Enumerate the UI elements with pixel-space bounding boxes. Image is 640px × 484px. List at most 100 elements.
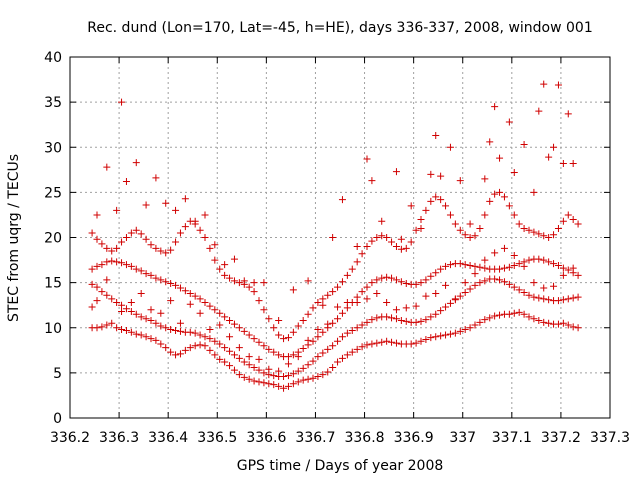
data-point [127, 229, 135, 237]
data-point [250, 363, 258, 371]
data-point [500, 244, 508, 252]
data-point [446, 143, 454, 151]
data-point [407, 238, 415, 246]
y-tick-label: 35 [44, 95, 62, 111]
data-point [505, 118, 513, 126]
data-point [221, 261, 229, 269]
data-point [235, 279, 243, 287]
data-point [481, 256, 489, 264]
data-point [309, 337, 317, 345]
data-point [491, 275, 499, 283]
data-point [388, 314, 396, 322]
data-point [221, 313, 229, 321]
data-point [108, 257, 116, 265]
data-point [535, 107, 543, 115]
data-point [427, 334, 435, 342]
data-point [476, 224, 484, 232]
data-point [515, 308, 523, 316]
data-point [559, 217, 567, 225]
data-point [412, 339, 420, 347]
data-point [191, 342, 199, 350]
y-tick-label: 40 [44, 50, 62, 66]
data-point [270, 381, 278, 389]
data-point [559, 159, 567, 167]
data-point [147, 306, 155, 314]
data-point [147, 271, 155, 279]
data-point [314, 298, 322, 306]
data-point [88, 265, 96, 273]
x-tick-label: 337 [449, 430, 476, 446]
x-tick-label: 336.5 [197, 430, 237, 446]
data-point [353, 258, 361, 266]
data-point [491, 312, 499, 320]
data-point [471, 262, 479, 270]
data-point [456, 292, 464, 300]
data-point [88, 280, 96, 288]
data-point [515, 286, 523, 294]
data-point [186, 328, 194, 336]
data-point [314, 372, 322, 380]
data-point [510, 169, 518, 177]
data-point [559, 296, 567, 304]
data-point [147, 241, 155, 249]
data-point [388, 338, 396, 346]
data-point [466, 234, 474, 241]
data-point [230, 255, 238, 263]
data-point [137, 289, 145, 297]
data-point [510, 252, 518, 260]
data-point [564, 295, 572, 303]
data-point [172, 326, 180, 334]
data-point [392, 276, 400, 284]
data-point [348, 348, 356, 356]
data-point [530, 315, 538, 323]
data-point [152, 319, 160, 327]
data-point [196, 309, 204, 317]
data-point [505, 280, 513, 288]
data-point [113, 206, 121, 214]
data-point [338, 278, 346, 286]
data-point [569, 294, 577, 302]
x-tick-label: 336.8 [344, 430, 384, 446]
data-point [545, 319, 553, 327]
data-point [289, 286, 297, 294]
data-point [211, 337, 219, 345]
data-point [392, 243, 400, 251]
data-point [510, 261, 518, 269]
data-point [299, 317, 307, 325]
data-point [432, 193, 440, 201]
data-point [392, 339, 400, 347]
data-point [294, 367, 302, 375]
data-point [427, 272, 435, 280]
data-point [304, 277, 312, 285]
data-point [363, 318, 371, 326]
data-point [456, 177, 464, 185]
data-point [338, 333, 346, 341]
data-point [437, 265, 445, 273]
data-point [132, 265, 140, 273]
data-point [515, 220, 523, 228]
data-point [108, 295, 116, 303]
data-point [564, 211, 572, 219]
data-point [574, 271, 582, 279]
data-point [378, 338, 386, 346]
data-point [162, 278, 170, 286]
data-point [353, 324, 361, 332]
data-point [314, 353, 322, 361]
data-point [510, 283, 518, 291]
data-point [481, 175, 489, 183]
data-point [363, 295, 371, 303]
data-point [481, 277, 489, 285]
data-point [142, 201, 150, 209]
x-tick-label: 336.7 [295, 430, 335, 446]
data-point [176, 327, 184, 335]
x-tick-label: 336.6 [246, 430, 286, 446]
data-point [378, 217, 386, 225]
data-point [206, 302, 214, 310]
data-point [373, 339, 381, 347]
data-point [358, 288, 366, 296]
data-point [167, 246, 175, 254]
data-point [98, 261, 106, 269]
data-point [304, 361, 312, 369]
data-point [491, 190, 499, 198]
data-point [172, 238, 180, 246]
